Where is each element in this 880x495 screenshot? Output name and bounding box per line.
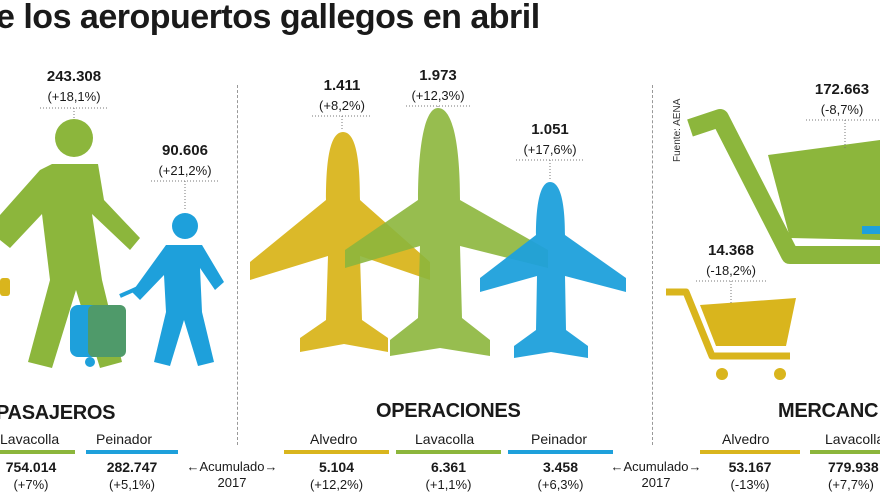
lavacolla-plane-icon — [345, 108, 548, 356]
accumulated-label: ←Acumulado→ 2017 — [606, 459, 706, 491]
alvedro-plane-icon — [250, 132, 430, 352]
alvedro-cargo-april-change: (-18,2%) — [706, 263, 756, 278]
lavacolla-passengers-accumulated-change: (+7%) — [13, 477, 49, 492]
peinador-color-bar — [86, 450, 178, 454]
alvedro-label: Alvedro — [310, 431, 358, 447]
alvedro-operations-accumulated-change: (+12,2%) — [309, 477, 364, 492]
section-divider — [237, 85, 238, 445]
alvedro-cargo-april-value: 14.368 — [708, 242, 754, 259]
lavacolla-label: Lavacolla — [825, 431, 880, 447]
alvedro-operations-accumulated-value: 5.104 — [318, 459, 355, 475]
lavacolla-operations-accumulated-value: 6.361 — [430, 459, 467, 475]
leader-lines — [40, 105, 880, 303]
alvedro-color-bar — [700, 450, 800, 454]
lavacolla-passengers-april-change: (+18,1%) — [47, 89, 101, 104]
peinador-label: Peinador — [531, 431, 588, 447]
lavacolla-cargo-accumulated-value: 779.938 — [828, 459, 879, 475]
accumulated-text: ←Acumulado→ — [186, 459, 278, 474]
lavacolla-cargo-accumulated-change: (+7,7%) — [828, 477, 874, 492]
peinador-plane-icon — [480, 182, 626, 358]
child-passenger-icon — [132, 213, 224, 366]
accumulated-label: ←Acumulado→ 2017 — [182, 459, 282, 491]
lavacolla-label: Lavacolla — [0, 431, 60, 447]
peinador-passengers-accumulated-change: (+5,1%) — [109, 477, 155, 492]
lavacolla-cargo-april-value: 172.663 — [814, 81, 870, 98]
lavacolla-operations-april-change: (+12,3%) — [411, 88, 465, 103]
alvedro-label: Alvedro — [722, 431, 770, 447]
accumulated-year: 2017 — [217, 475, 247, 490]
lavacolla-cargo-april-change: (-8,7%) — [820, 102, 864, 117]
peinador-passengers-accumulated-value: 282.747 — [106, 459, 158, 475]
lavacolla-color-bar — [810, 450, 880, 454]
alvedro-cargo-accumulated-value: 53.167 — [728, 459, 772, 475]
peinador-color-bar — [508, 450, 613, 454]
peinador-passengers-april-change: (+21,2%) — [158, 163, 212, 178]
accumulated-year: 2017 — [641, 475, 671, 490]
lavacolla-label: Lavacolla — [415, 431, 475, 447]
peinador-operations-april-change: (+17,6%) — [523, 142, 577, 157]
peinador-passengers-april-value: 90.606 — [162, 142, 208, 159]
accumulated-text: ←Acumulado→ — [610, 459, 702, 474]
section-title-pasajeros: PASAJEROS — [0, 402, 116, 424]
peinador-operations-april-value: 1.051 — [531, 121, 569, 138]
peinador-operations-accumulated-change: (+6,3%) — [537, 477, 584, 492]
partial-alvedro-passenger-icon — [0, 278, 10, 296]
source-note: Fuente: AENA — [672, 98, 683, 162]
peinador-operations-accumulated-value: 3.458 — [542, 459, 579, 475]
section-divider — [652, 85, 653, 445]
large-cargo-basket — [768, 140, 880, 240]
section-title-mercancias: MERCANC — [778, 400, 879, 422]
lavacolla-color-bar — [396, 450, 501, 454]
lavacolla-operations-accumulated-change: (+1,1%) — [425, 477, 472, 492]
peinador-label: Peinador — [96, 431, 153, 447]
lavacolla-operations-april-value: 1.973 — [419, 67, 457, 84]
partial-peinador-cargo-icon — [862, 226, 880, 234]
chart-title: e los aeropuertos gallegos en abril — [0, 0, 540, 36]
lavacolla-passengers-april-value: 243.308 — [46, 68, 102, 85]
lavacolla-color-bar — [0, 450, 75, 454]
alvedro-operations-april-value: 1.411 — [323, 77, 361, 94]
alvedro-color-bar — [284, 450, 389, 454]
large-cargo-cart-icon — [687, 109, 880, 264]
alvedro-operations-april-change: (+8,2%) — [319, 98, 365, 113]
suitcase-icon — [70, 286, 139, 367]
section-title-operaciones: OPERACIONES — [376, 400, 521, 422]
lavacolla-passengers-accumulated-value: 754.014 — [5, 459, 57, 475]
small-cargo-cart-icon — [666, 288, 796, 380]
alvedro-cargo-accumulated-change: (-13%) — [730, 477, 770, 492]
